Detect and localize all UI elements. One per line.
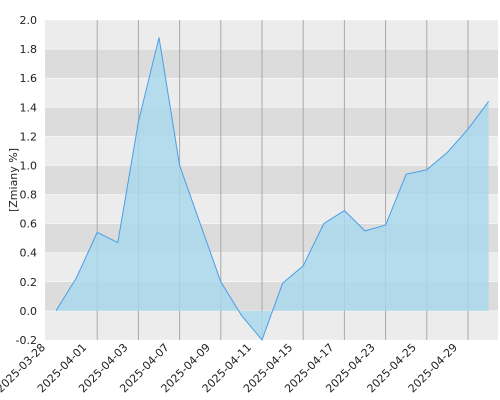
y-tick-label: 0.0 [20,305,38,318]
grid-band [45,136,498,166]
y-tick-label: 1.8 [20,43,38,56]
grid-band [45,107,498,137]
area-fill [56,37,489,341]
y-tick-label: 0.6 [20,218,38,231]
y-tick-label: 0.2 [20,276,38,289]
y-tick-label: 1.4 [20,101,38,114]
grid-band [45,78,498,108]
y-tick-label: 1.0 [20,159,38,172]
y-tick-label: 1.2 [20,130,38,143]
y-axis-label: [Zmiany %] [7,148,20,212]
area-line [55,37,490,341]
grid-band [45,49,498,79]
y-tick-label: -0.2 [16,334,37,347]
y-tick-label: 0.4 [20,247,38,260]
y-tick-label: 1.6 [20,72,38,85]
y-tick-label: 0.8 [20,189,38,202]
grid-band [45,20,498,50]
y-tick-label: 2.0 [20,14,38,27]
grid-band [45,310,498,340]
